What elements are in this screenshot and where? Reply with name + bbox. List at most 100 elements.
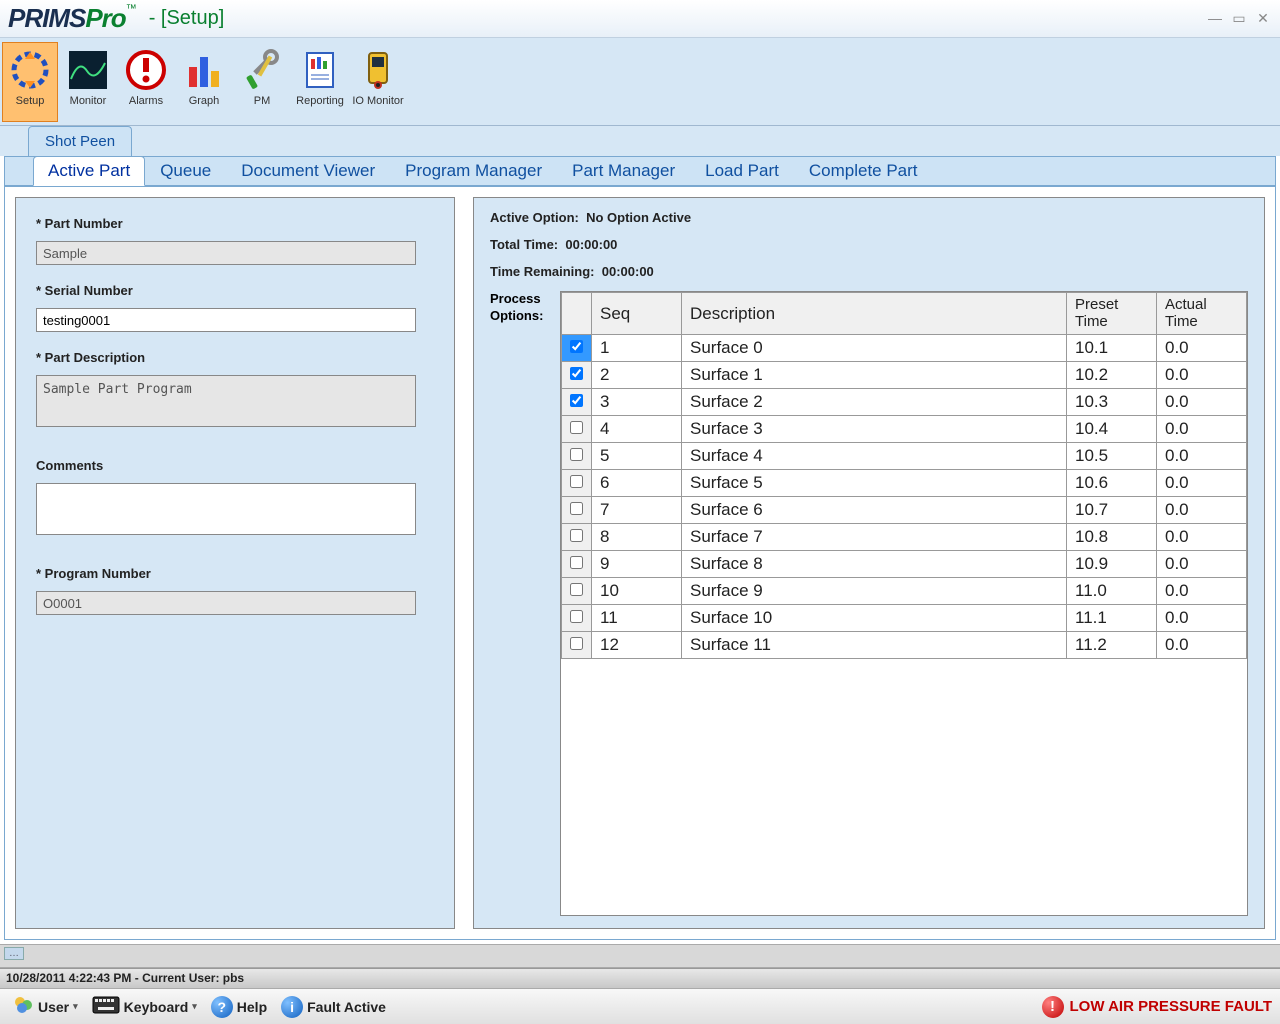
tab-active-part[interactable]: Active Part [33,156,145,186]
row-checkbox[interactable] [570,583,583,596]
row-check-cell[interactable] [562,389,592,416]
serial-number-input[interactable] [36,308,416,332]
row-seq: 1 [592,335,682,362]
toolbar-setup[interactable]: Setup [2,42,58,122]
active-option-value: No Option Active [586,210,691,225]
part-description-input[interactable]: Sample Part Program [36,375,416,427]
row-check-cell[interactable] [562,362,592,389]
row-checkbox[interactable] [570,475,583,488]
table-row[interactable]: 1Surface 010.10.0 [562,335,1247,362]
row-description: Surface 6 [682,497,1067,524]
fault-active-label: Fault Active [307,999,386,1015]
maximize-button[interactable]: ▭ [1230,10,1248,27]
toolbar-alarms[interactable]: Alarms [118,42,174,122]
grid-header-description[interactable]: Description [682,293,1067,335]
keyboard-label: Keyboard [124,999,189,1015]
row-checkbox[interactable] [570,610,583,623]
tab-document-viewer[interactable]: Document Viewer [226,156,390,186]
row-check-cell[interactable] [562,632,592,659]
row-check-cell[interactable] [562,497,592,524]
logo: PRIMSPro™ [8,3,137,34]
active-option-line: Active Option: No Option Active [490,210,1248,225]
help-button[interactable]: ? Help [207,994,271,1020]
keyboard-icon [92,996,120,1017]
table-row[interactable]: 6Surface 510.60.0 [562,470,1247,497]
info-icon: i [281,996,303,1018]
grid-header-preset[interactable]: Preset Time [1067,293,1157,335]
row-actual-time: 0.0 [1157,389,1247,416]
row-checkbox[interactable] [570,340,583,353]
row-description: Surface 9 [682,578,1067,605]
process-grid[interactable]: Seq Description Preset Time Actual Time … [560,291,1248,916]
main-content: * Part Number * Serial Number * Part Des… [4,186,1276,940]
row-checkbox[interactable] [570,448,583,461]
toolbar-reporting[interactable]: Reporting [292,42,348,122]
expand-icon[interactable]: … [4,947,24,960]
fault-message: ! LOW AIR PRESSURE FAULT [1042,996,1273,1018]
tab-queue[interactable]: Queue [145,156,226,186]
user-menu[interactable]: User ▾ [8,992,82,1021]
table-row[interactable]: 12Surface 1111.20.0 [562,632,1247,659]
toolbar-label: Monitor [70,95,107,107]
bottom-toolbar: User ▾ Keyboard ▾ ? Help i Fault Active … [0,988,1280,1024]
row-checkbox[interactable] [570,556,583,569]
table-row[interactable]: 5Surface 410.50.0 [562,443,1247,470]
row-check-cell[interactable] [562,605,592,632]
table-row[interactable]: 11Surface 1011.10.0 [562,605,1247,632]
comments-input[interactable] [36,483,416,535]
row-description: Surface 7 [682,524,1067,551]
main-toolbar: Setup Monitor Alarms Graph PM Reporting IO Mon… [0,38,1280,126]
toolbar-label: Setup [16,95,45,107]
row-preset-time: 10.4 [1067,416,1157,443]
toolbar-monitor[interactable]: Monitor [60,42,116,122]
table-row[interactable]: 4Surface 310.40.0 [562,416,1247,443]
close-button[interactable]: ✕ [1254,10,1272,27]
table-row[interactable]: 3Surface 210.30.0 [562,389,1247,416]
row-checkbox[interactable] [570,367,583,380]
row-description: Surface 1 [682,362,1067,389]
tab-load-part[interactable]: Load Part [690,156,794,186]
keyboard-menu[interactable]: Keyboard ▾ [88,994,201,1019]
toolbar-label: Graph [189,95,220,107]
row-check-cell[interactable] [562,443,592,470]
toolbar-pm[interactable]: PM [234,42,290,122]
table-row[interactable]: 7Surface 610.70.0 [562,497,1247,524]
row-checkbox[interactable] [570,394,583,407]
grid-header-seq[interactable]: Seq [592,293,682,335]
tab-part-manager[interactable]: Part Manager [557,156,690,186]
program-number-input[interactable] [36,591,416,615]
status-bar: 10/28/2011 4:22:43 PM - Current User: pb… [0,968,1280,988]
row-check-cell[interactable] [562,551,592,578]
tab-complete-part[interactable]: Complete Part [794,156,933,186]
user-icon [12,994,34,1019]
row-preset-time: 11.2 [1067,632,1157,659]
table-row[interactable]: 8Surface 710.80.0 [562,524,1247,551]
tab-shot-peen[interactable]: Shot Peen [28,126,132,156]
toolbar-label: Reporting [296,95,344,107]
minimize-button[interactable]: — [1206,10,1224,27]
form-panel: * Part Number * Serial Number * Part Des… [15,197,455,929]
toolbar-io-monitor[interactable]: IO Monitor [350,42,406,122]
toolbar-graph[interactable]: Graph [176,42,232,122]
row-check-cell[interactable] [562,578,592,605]
row-checkbox[interactable] [570,502,583,515]
row-check-cell[interactable] [562,524,592,551]
row-description: Surface 2 [682,389,1067,416]
row-check-cell[interactable] [562,335,592,362]
tab-program-manager[interactable]: Program Manager [390,156,557,186]
row-check-cell[interactable] [562,416,592,443]
grid-header-actual[interactable]: Actual Time [1157,293,1247,335]
row-actual-time: 0.0 [1157,632,1247,659]
row-checkbox[interactable] [570,421,583,434]
window-controls: — ▭ ✕ [1206,10,1272,27]
monitor-icon [67,49,109,91]
table-row[interactable]: 9Surface 810.90.0 [562,551,1247,578]
table-row[interactable]: 2Surface 110.20.0 [562,362,1247,389]
table-row[interactable]: 10Surface 911.00.0 [562,578,1247,605]
row-actual-time: 0.0 [1157,578,1247,605]
row-checkbox[interactable] [570,637,583,650]
row-check-cell[interactable] [562,470,592,497]
fault-active-button[interactable]: i Fault Active [277,994,390,1020]
row-checkbox[interactable] [570,529,583,542]
part-number-input[interactable] [36,241,416,265]
